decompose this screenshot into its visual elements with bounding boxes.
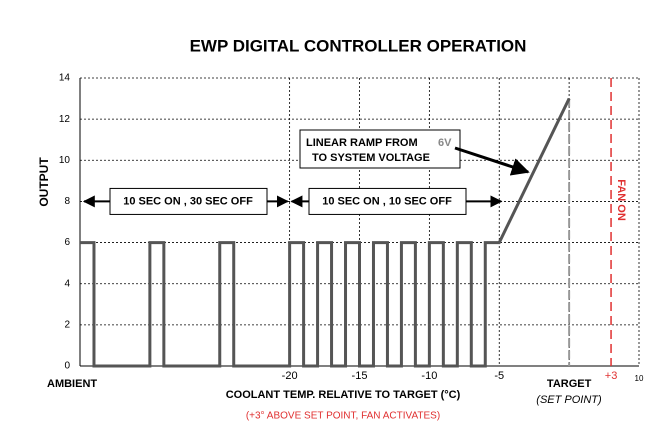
y-tick-label: 12 [59, 114, 71, 125]
y-tick-label: 10 [59, 155, 71, 166]
target-note: (SET POINT) [536, 394, 602, 406]
chart-title: EWP DIGITAL CONTROLLER OPERATION [190, 36, 527, 55]
x-tick-label: -5 [494, 370, 504, 382]
y-tick-label: 2 [64, 319, 70, 330]
y-tick-label: 14 [59, 73, 71, 84]
arrow [454, 146, 530, 176]
y-tick-label: 0 [64, 361, 70, 372]
x-tick-label: 10 [635, 374, 644, 383]
x-tick-label: +3 [605, 370, 618, 382]
annotation: 6V [438, 137, 452, 149]
annotation: 10 SEC ON , 30 SEC OFF [123, 195, 253, 207]
y-tick-label: 4 [64, 278, 70, 289]
annotation: TO SYSTEM VOLTAGE [312, 152, 430, 164]
y-tick-label: 8 [64, 196, 70, 207]
y-tick-label: 6 [64, 237, 70, 248]
annotation-box [308, 187, 467, 215]
x-tick-label: TARGET [547, 378, 592, 390]
fan-label: FAN ON [615, 179, 627, 221]
annotation: LINEAR RAMP FROM [306, 137, 418, 149]
series-line [80, 97, 571, 368]
x-tick-label: -15 [352, 370, 368, 382]
x-axis-label: COOLANT TEMP. RELATIVE TO TARGET (°C) [226, 389, 461, 401]
x-tick-label: -10 [421, 370, 437, 382]
x-note: (+3° ABOVE SET POINT, FAN ACTIVATES) [246, 411, 440, 422]
x-tick-label: AMBIENT [47, 378, 97, 390]
annotation: 10 SEC ON , 10 SEC OFF [322, 195, 452, 207]
annotation-box [109, 187, 268, 215]
x-tick-label: -20 [282, 370, 298, 382]
annotation-box [299, 129, 461, 169]
y-axis-label: OUTPUT [37, 157, 51, 207]
